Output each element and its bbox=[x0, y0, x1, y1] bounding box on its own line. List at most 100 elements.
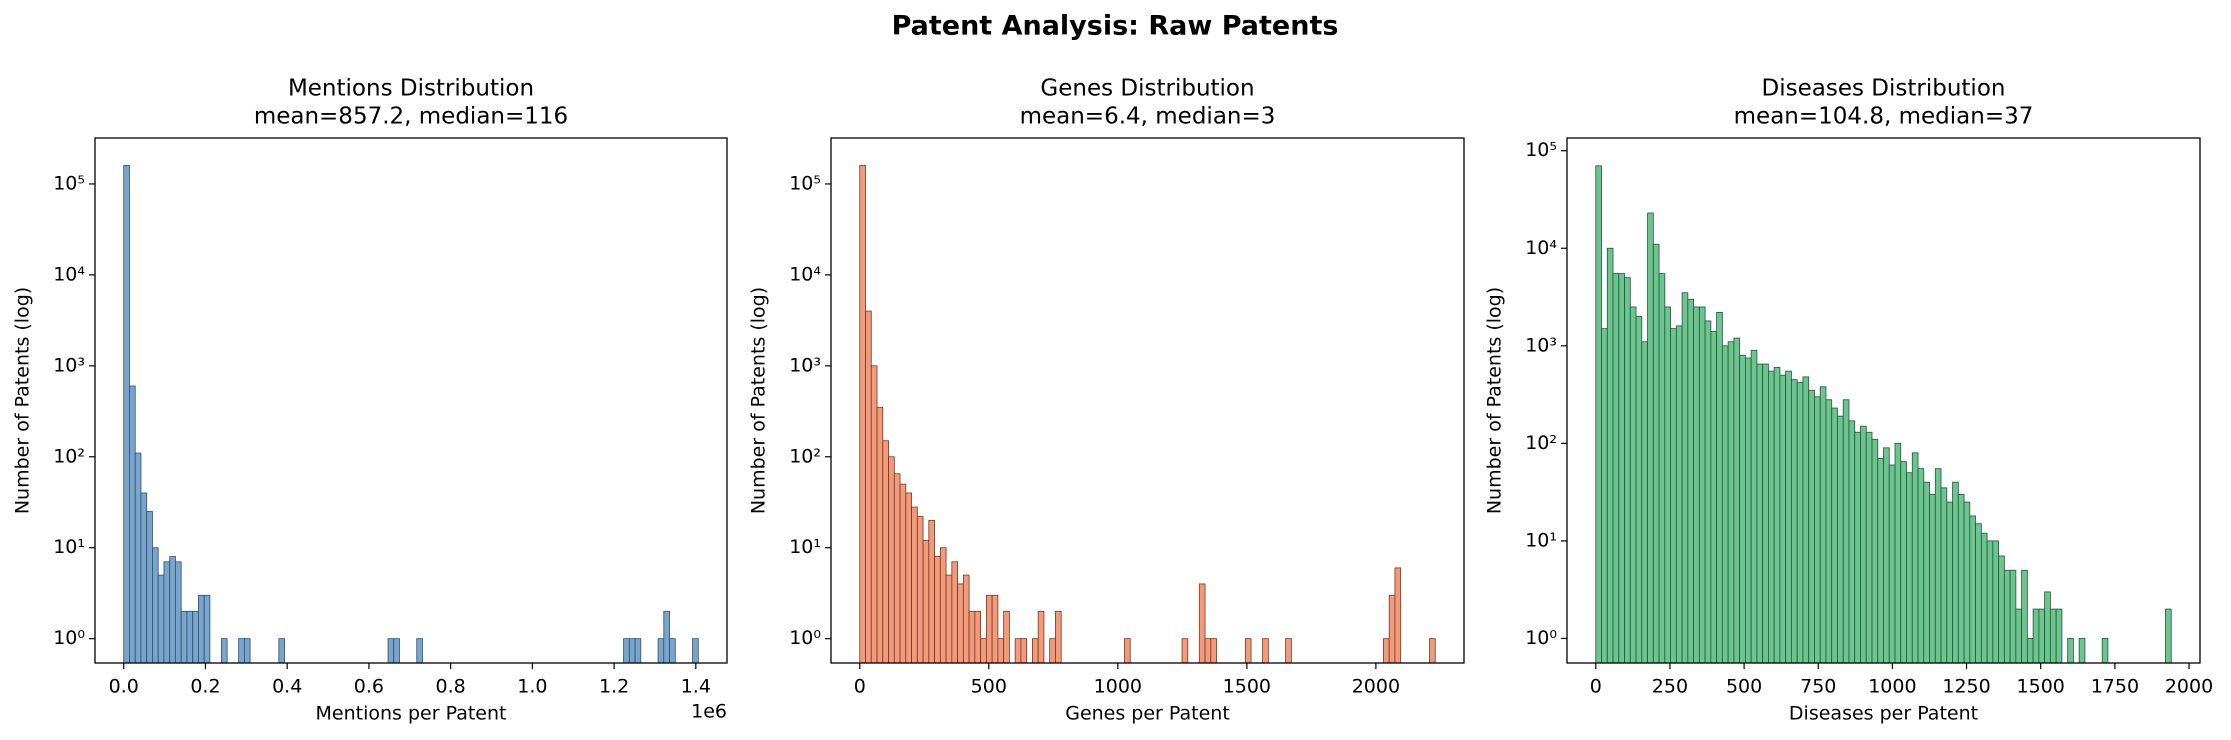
axes-subtitle: mean=857.2, median=116 bbox=[254, 104, 568, 130]
x-tick-label: 0 bbox=[1590, 676, 1602, 698]
x-tick-label: 1500 bbox=[2017, 676, 2065, 698]
bar bbox=[1395, 568, 1401, 665]
y-tick-label: 10⁰ bbox=[53, 627, 85, 649]
bar bbox=[1837, 416, 1843, 665]
bar bbox=[1878, 458, 1884, 665]
x-tick-label: 1000 bbox=[1094, 676, 1142, 698]
y-tick-label: 10⁰ bbox=[789, 627, 821, 649]
y-axis-label: Number of Patents (log) bbox=[748, 287, 770, 514]
bar bbox=[158, 575, 164, 665]
bar bbox=[1613, 274, 1619, 665]
bar bbox=[135, 453, 141, 665]
bar bbox=[1803, 377, 1809, 665]
bar bbox=[1630, 307, 1636, 665]
x-tick-label: 0.6 bbox=[354, 676, 384, 698]
bar bbox=[889, 457, 895, 665]
bar bbox=[124, 165, 130, 665]
bar bbox=[958, 584, 964, 665]
y-axis-label: Number of Patents (log) bbox=[1484, 287, 1506, 514]
bar bbox=[992, 595, 998, 665]
x-offset-label: 1e6 bbox=[691, 701, 727, 723]
bar bbox=[152, 548, 158, 665]
bar bbox=[1889, 465, 1895, 665]
x-tick-label: 0.0 bbox=[109, 676, 139, 698]
bar bbox=[940, 548, 946, 665]
x-tick-label: 1750 bbox=[2091, 676, 2139, 698]
x-tick-label: 0.8 bbox=[436, 676, 466, 698]
bar bbox=[1596, 166, 1602, 665]
bar bbox=[894, 474, 900, 665]
bar bbox=[1728, 342, 1734, 665]
bar bbox=[1820, 387, 1826, 665]
bar bbox=[129, 386, 135, 665]
bar bbox=[239, 639, 245, 665]
bar bbox=[1935, 469, 1941, 665]
bar bbox=[1958, 494, 1964, 665]
x-tick-label: 1250 bbox=[1942, 676, 1990, 698]
bar bbox=[1245, 639, 1251, 665]
bar bbox=[1987, 541, 1993, 665]
x-tick-label: 1.4 bbox=[681, 676, 711, 698]
bar bbox=[164, 562, 170, 665]
bar bbox=[394, 639, 400, 665]
bar bbox=[624, 639, 630, 665]
bar bbox=[2165, 609, 2171, 665]
y-tick-label: 10⁰ bbox=[1525, 627, 1557, 649]
y-tick-label: 10² bbox=[1525, 432, 1557, 454]
y-tick-label: 10² bbox=[789, 445, 821, 467]
bar bbox=[1038, 611, 1044, 665]
bar bbox=[1884, 448, 1890, 665]
bar bbox=[1826, 400, 1832, 665]
x-axis-label: Diseases per Patent bbox=[1789, 703, 1978, 725]
y-tick-label: 10¹ bbox=[1525, 529, 1557, 551]
bar bbox=[1814, 397, 1820, 665]
bar bbox=[2016, 609, 2022, 665]
x-tick-label: 2000 bbox=[1352, 676, 1400, 698]
bar bbox=[187, 611, 193, 665]
x-tick-label: 500 bbox=[971, 676, 1007, 698]
axes-subtitle: mean=6.4, median=3 bbox=[1020, 104, 1276, 130]
bar bbox=[1429, 639, 1435, 665]
bar bbox=[2010, 570, 2016, 665]
y-axis-label: Number of Patents (log) bbox=[12, 287, 34, 514]
bar bbox=[388, 639, 394, 665]
bar bbox=[221, 639, 227, 665]
x-tick-label: 0.2 bbox=[190, 676, 220, 698]
bar bbox=[1602, 329, 1608, 665]
axes-title: Mentions Distribution bbox=[288, 76, 534, 102]
bar bbox=[986, 595, 992, 665]
bar bbox=[946, 575, 952, 665]
bar bbox=[629, 639, 635, 665]
x-tick-label: 1000 bbox=[1868, 676, 1916, 698]
bar bbox=[1055, 611, 1061, 665]
bar bbox=[929, 520, 935, 665]
bar bbox=[923, 541, 929, 665]
bar bbox=[1671, 329, 1677, 665]
bar bbox=[1004, 611, 1010, 665]
x-tick-label: 1500 bbox=[1223, 676, 1271, 698]
bar bbox=[658, 639, 664, 665]
x-tick-label: 500 bbox=[1726, 676, 1762, 698]
bar bbox=[1780, 375, 1786, 665]
bar bbox=[1924, 482, 1930, 665]
axes-subtitle: mean=104.8, median=37 bbox=[1734, 104, 2034, 130]
y-tick-label: 10³ bbox=[53, 354, 85, 376]
bar bbox=[900, 484, 906, 665]
bar bbox=[2050, 609, 2056, 665]
bar bbox=[1912, 453, 1918, 665]
bar bbox=[1607, 248, 1613, 665]
bar bbox=[952, 562, 958, 665]
axes-title: Genes Distribution bbox=[1040, 76, 1254, 102]
y-tick-label: 10⁴ bbox=[789, 263, 821, 285]
bar bbox=[1872, 439, 1878, 665]
bar bbox=[1032, 639, 1038, 665]
bar bbox=[2022, 570, 2028, 665]
bar bbox=[1676, 326, 1682, 665]
bar bbox=[877, 407, 883, 665]
x-axis-label: Genes per Patent bbox=[1065, 703, 1230, 725]
bar bbox=[1263, 639, 1269, 665]
bar bbox=[2068, 638, 2074, 665]
bar bbox=[883, 441, 889, 665]
bar bbox=[204, 595, 210, 665]
y-tick-label: 10⁵ bbox=[53, 172, 85, 194]
